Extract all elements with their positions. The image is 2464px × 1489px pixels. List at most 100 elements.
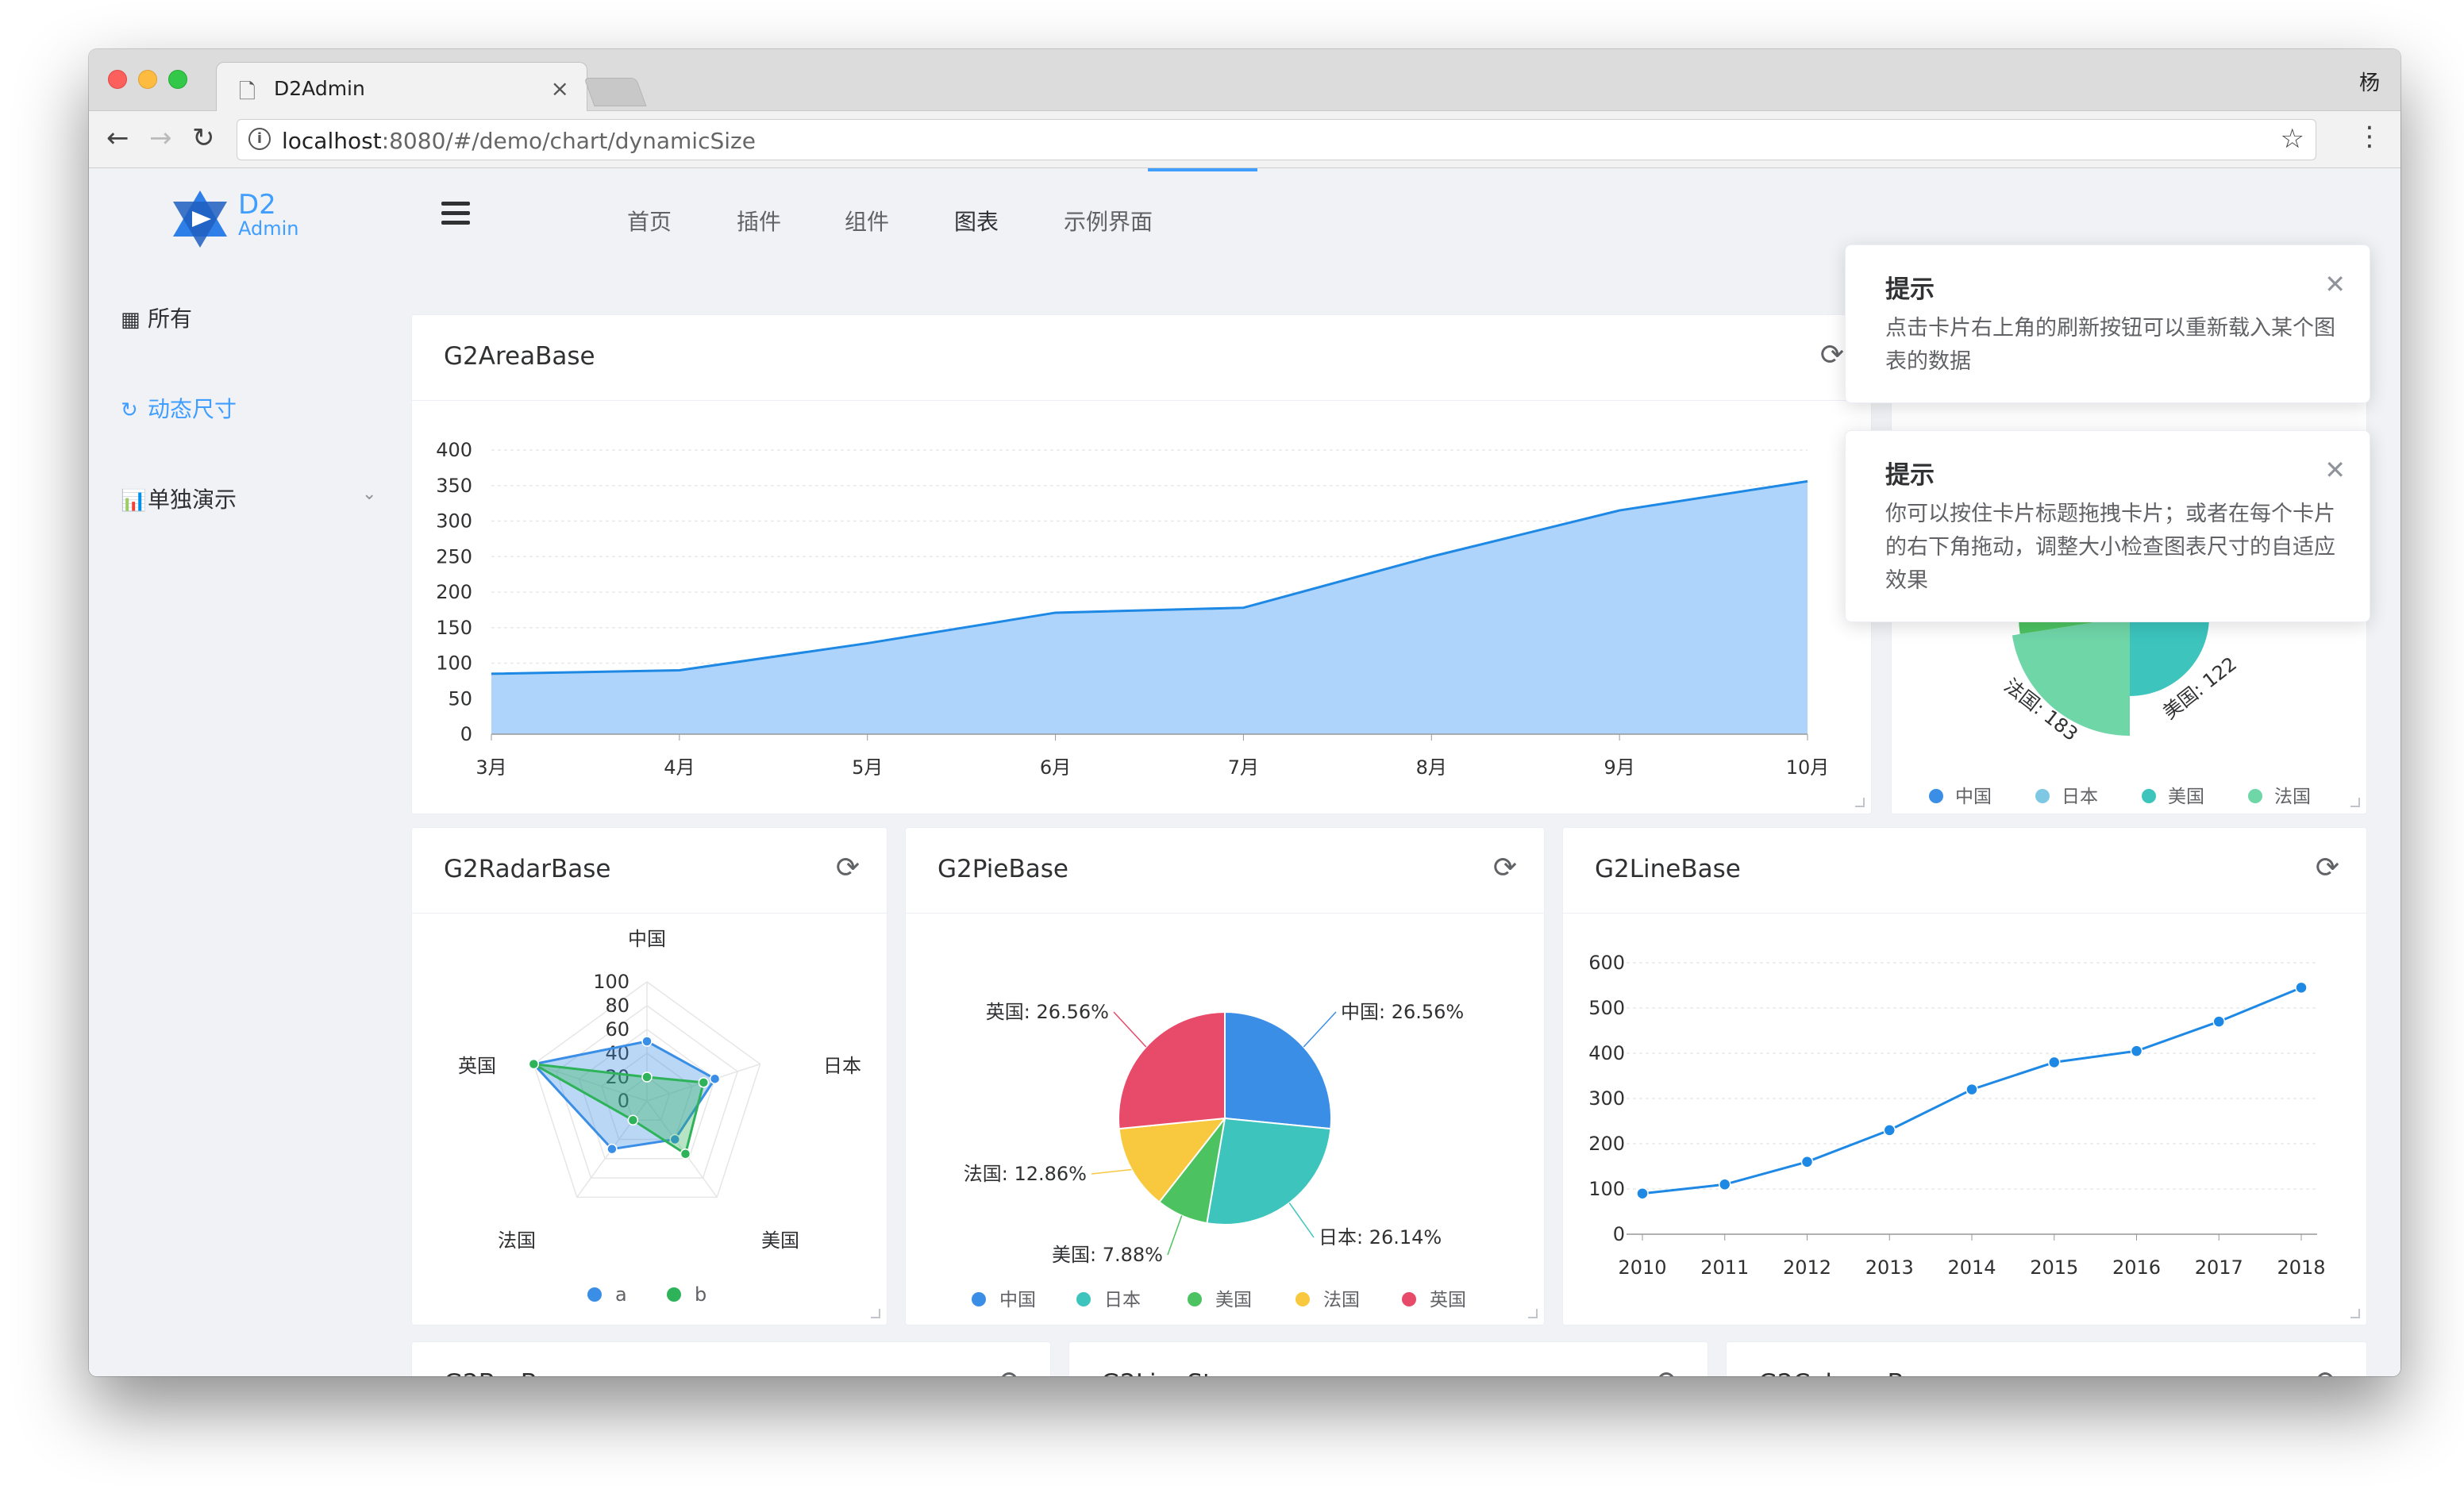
- x-tick-label: 10月: [1786, 756, 1830, 779]
- pie-label-line: [1113, 1011, 1147, 1048]
- y-tick-label: 50: [448, 687, 472, 710]
- pie-slice: [2012, 617, 2130, 736]
- browser-menu-icon[interactable]: ⋮: [2356, 121, 2383, 152]
- refresh-icon[interactable]: ⟳: [999, 1366, 1023, 1376]
- radar-tick-label: 100: [593, 971, 629, 993]
- chevron-down-icon[interactable]: ⌄: [362, 484, 377, 504]
- logo-title: D2: [238, 189, 276, 221]
- resize-handle[interactable]: [2350, 1309, 2360, 1318]
- sidebar-item-dynamic-size[interactable]: ↻ 动态尺寸: [121, 396, 237, 422]
- refresh-icon[interactable]: ⟳: [1492, 852, 1517, 884]
- y-tick-label: 0: [460, 723, 472, 745]
- top-header: 首页 插件 组件 图表 示例界面: [403, 168, 2400, 260]
- resize-handle[interactable]: [1855, 798, 1865, 807]
- close-icon[interactable]: ✕: [2324, 269, 2346, 299]
- radar-point: [669, 1133, 681, 1145]
- refresh-icon[interactable]: ⟳: [2316, 1366, 2339, 1376]
- legend-label: 法国: [2274, 787, 2311, 807]
- nav-example-ui[interactable]: 示例界面: [1064, 209, 1153, 235]
- nav-plugins[interactable]: 插件: [737, 209, 782, 235]
- card-bar[interactable]: G2BarBase ⟳: [411, 1341, 1051, 1376]
- info-icon[interactable]: i: [248, 128, 271, 150]
- card-title: G2BarBase: [444, 1369, 580, 1376]
- radar-point: [641, 1072, 653, 1083]
- card-header[interactable]: G2RadarBase ⟳: [412, 828, 887, 914]
- card-header[interactable]: G2BarBase ⟳: [412, 1342, 1050, 1376]
- nav-charts[interactable]: 图表: [954, 209, 999, 235]
- legend-label: 日本: [1104, 1290, 1141, 1310]
- radar-point: [709, 1073, 721, 1084]
- browser-tab[interactable]: 🗋 D2Admin ×: [216, 62, 587, 113]
- d2-logo-icon: [173, 190, 227, 248]
- legend-marker: [587, 1287, 602, 1302]
- refresh-icon[interactable]: ⟳: [1657, 1366, 1681, 1376]
- y-tick-label: 200: [436, 581, 472, 603]
- close-icon[interactable]: ✕: [2324, 455, 2346, 485]
- legend-marker: [1929, 789, 1943, 803]
- radar-axis-label: 日本: [823, 1055, 861, 1077]
- notification-title: 提示: [1885, 461, 1935, 490]
- card-header[interactable]: G2PieBase ⟳: [906, 828, 1544, 914]
- radar-tick-label: 80: [605, 995, 629, 1017]
- x-tick-label: 2014: [1947, 1256, 1996, 1279]
- radar-axis-label: 法国: [498, 1229, 536, 1252]
- notification: 提示 你可以按住卡片标题拖拽卡片；或者在每个卡片的右下角拖动，调整大小检查图表尺…: [1845, 430, 2370, 622]
- pie-label-line: [1288, 1202, 1315, 1238]
- y-tick-label: 0: [1613, 1223, 1625, 1245]
- legend-label: a: [615, 1283, 627, 1306]
- profile-button[interactable]: 杨: [2358, 71, 2380, 95]
- url-field[interactable]: i localhost:8080/#/demo/chart/dynamicSiz…: [237, 119, 2316, 160]
- resize-handle[interactable]: [1528, 1309, 1538, 1318]
- back-icon[interactable]: ←: [106, 122, 129, 154]
- card-header[interactable]: G2LineBase ⟳: [1563, 828, 2366, 914]
- refresh-icon[interactable]: ⟳: [1819, 339, 1844, 371]
- card-line[interactable]: G2LineBase ⟳ 0 100 200 300 400 500 600 2010 2011…: [1562, 827, 2367, 1325]
- radar-point: [641, 1036, 653, 1047]
- nav-home[interactable]: 首页: [627, 209, 672, 235]
- forward-icon[interactable]: →: [149, 122, 172, 154]
- close-window-button[interactable]: [108, 70, 127, 89]
- card-title: G2LineStep: [1101, 1369, 1243, 1376]
- refresh-icon: ↻: [121, 398, 138, 422]
- pie-label: 英国: 26.56%: [986, 1001, 1109, 1023]
- legend-marker: [1188, 1292, 1202, 1306]
- browser-window: 🗋 D2Admin × 杨 ← → ↻ i localhost:8080/#/d…: [89, 49, 2400, 1376]
- x-tick-label: 2018: [2277, 1256, 2325, 1279]
- card-area[interactable]: G2AreaBase ⟳ 0 50 100 150 200 250 300 350 400 3月 4…: [411, 314, 1872, 814]
- card-title: G2RadarBase: [444, 855, 611, 883]
- card-header[interactable]: G2LineStep ⟳: [1069, 1342, 1707, 1376]
- x-tick-label: 9月: [1604, 756, 1635, 779]
- new-tab-button[interactable]: [583, 78, 647, 106]
- card-header[interactable]: G2AreaBase ⟳: [412, 315, 1871, 401]
- resize-handle[interactable]: [2350, 798, 2360, 807]
- reload-icon[interactable]: ↻: [192, 122, 215, 154]
- line-point: [1636, 1187, 1649, 1200]
- maximize-window-button[interactable]: [168, 70, 187, 89]
- x-tick-label: 2012: [1783, 1256, 1831, 1279]
- close-tab-icon[interactable]: ×: [550, 75, 569, 102]
- resize-handle[interactable]: [871, 1309, 880, 1318]
- refresh-icon[interactable]: ⟳: [835, 852, 860, 884]
- radar-tick-label: 60: [605, 1018, 629, 1041]
- refresh-icon[interactable]: ⟳: [2315, 852, 2339, 884]
- x-tick-label: 7月: [1228, 756, 1259, 779]
- grid-icon: ▦: [121, 308, 141, 332]
- sidebar-item-all[interactable]: ▦ 所有: [121, 306, 193, 332]
- card-header[interactable]: G2ColumnBase ⟳: [1727, 1342, 2366, 1376]
- card-line-step[interactable]: G2LineStep ⟳: [1068, 1341, 1708, 1376]
- menu-toggle-icon[interactable]: [441, 202, 470, 230]
- y-tick-label: 400: [1588, 1042, 1625, 1064]
- radar-point: [680, 1148, 691, 1160]
- pie-chart: 中国: 26.56% 日本: 26.14% 美国: 7.88% 法国: 12.86% 英…: [964, 1001, 1466, 1310]
- bookmark-star-icon[interactable]: ☆: [2280, 123, 2304, 155]
- x-tick-label: 3月: [475, 756, 506, 779]
- card-pie[interactable]: G2PieBase ⟳ 中国: 26.56% 日本: 26.14% 美国: 7.88…: [905, 827, 1545, 1325]
- x-tick-label: 2017: [2195, 1256, 2243, 1279]
- nav-components[interactable]: 组件: [845, 209, 890, 235]
- title-bar: 🗋 D2Admin × 杨: [89, 49, 2400, 113]
- minimize-window-button[interactable]: [138, 70, 157, 89]
- card-radar[interactable]: G2RadarBase ⟳ 0 20 40 60 80 100 中国 日本 美国 法国 英国 a b: [411, 827, 887, 1325]
- card-column[interactable]: G2ColumnBase ⟳: [1726, 1341, 2367, 1376]
- legend-marker: [2142, 789, 2156, 803]
- sidebar-item-single-demo[interactable]: 📊单独演示: [121, 487, 237, 513]
